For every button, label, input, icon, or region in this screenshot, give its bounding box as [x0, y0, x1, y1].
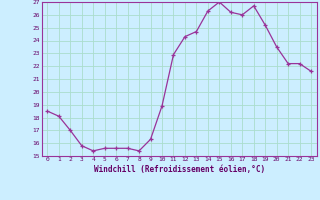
- X-axis label: Windchill (Refroidissement éolien,°C): Windchill (Refroidissement éolien,°C): [94, 165, 265, 174]
